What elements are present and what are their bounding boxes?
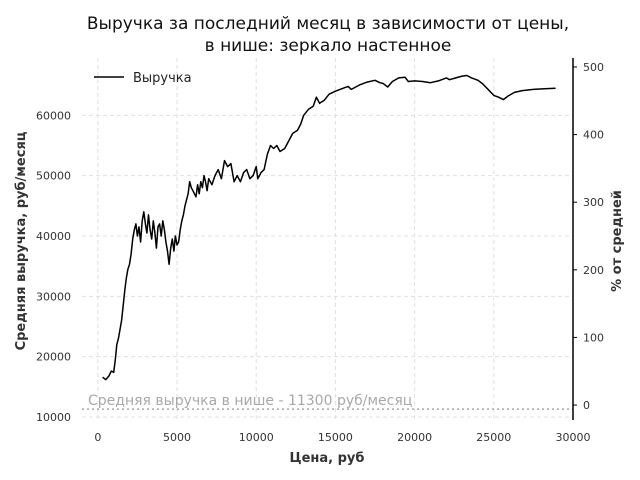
y2-tick-label: 300	[583, 196, 604, 209]
y2-axis-label: % от средней	[610, 190, 625, 292]
y2-tick-label: 400	[583, 129, 604, 142]
y-axis-label: Средняя выручка, руб/месяц	[14, 131, 29, 350]
y-tick-label: 60000	[36, 109, 71, 122]
reference-line-label: Средняя выручка в нише - 11300 руб/месяц	[88, 393, 412, 409]
y2-tick-label: 200	[583, 264, 604, 277]
x-axis-label: Цена, руб	[290, 451, 365, 466]
legend-label: Выручка	[133, 71, 192, 86]
chart-title: Выручка за последний месяц в зависимости…	[87, 14, 569, 34]
x-tick-label: 25000	[476, 431, 511, 444]
legend: Выручка	[94, 71, 192, 86]
series-group	[102, 74, 556, 381]
y2-tick-label: 0	[583, 399, 590, 412]
chart-subtitle: в нише: зеркало настенное	[205, 36, 452, 56]
y2-tick-label: 100	[583, 331, 604, 344]
y-tick-label: 10000	[36, 411, 71, 424]
reference-line-group: Средняя выручка в нише - 11300 руб/месяц	[82, 393, 573, 410]
series-line-revenue	[102, 74, 556, 381]
x-tick-label: 30000	[556, 431, 591, 444]
x-tick-label: 15000	[318, 431, 353, 444]
x-tick-label: 20000	[397, 431, 432, 444]
y-tick-label: 30000	[36, 290, 71, 303]
x-tick-label: 0	[94, 431, 101, 444]
y-tick-label: 40000	[36, 230, 71, 243]
ticks-group: 0 5000 10000 15000 20000 25000 300001000020000…	[36, 61, 604, 444]
y2-tick-label: 500	[583, 61, 604, 74]
x-tick-label: 5000	[163, 431, 191, 444]
x-tick-label: 10000	[239, 431, 274, 444]
y-tick-label: 20000	[36, 351, 71, 364]
y-tick-label: 50000	[36, 170, 71, 183]
